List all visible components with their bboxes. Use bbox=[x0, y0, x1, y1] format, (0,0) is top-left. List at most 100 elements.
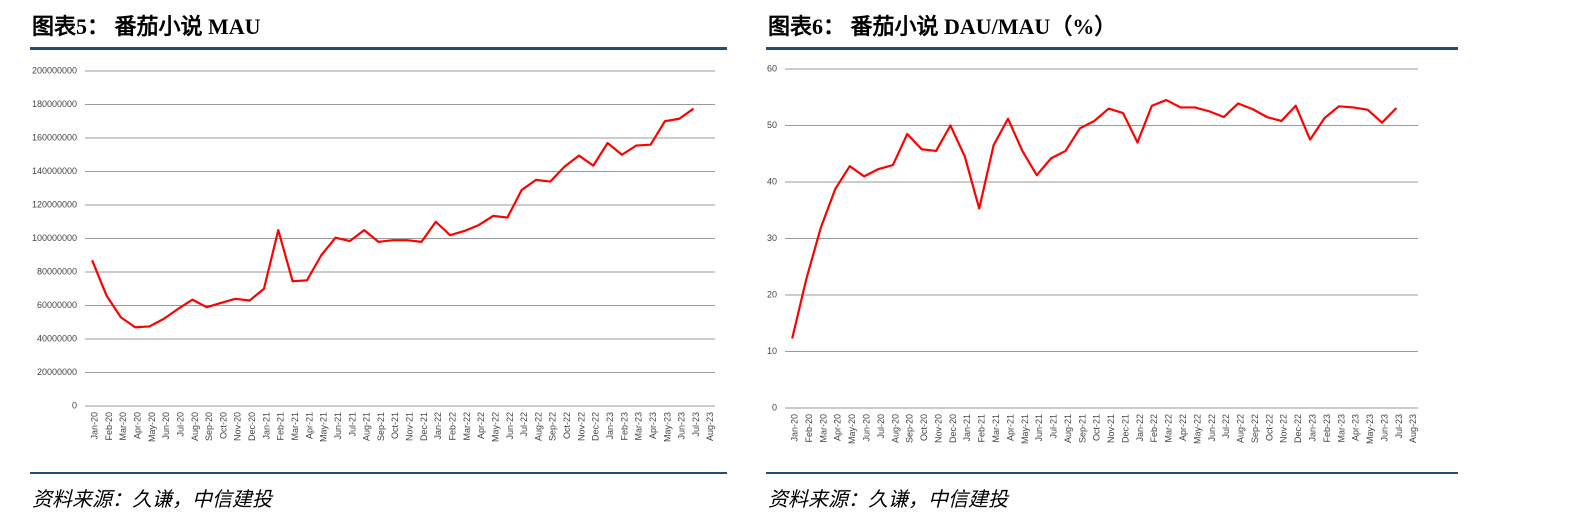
x-tick-label: Aug-21 bbox=[362, 412, 372, 441]
x-tick-label: May-22 bbox=[1192, 414, 1202, 444]
y-tick-label: 100000000 bbox=[32, 233, 77, 243]
x-tick-label: May-20 bbox=[847, 414, 857, 444]
title-rule bbox=[30, 47, 727, 50]
y-tick-label: 50 bbox=[767, 120, 777, 130]
x-tick-label: Jun-22 bbox=[1207, 414, 1217, 442]
x-tick-label: Nov-22 bbox=[1279, 414, 1289, 443]
x-tick-label: Apr-21 bbox=[304, 412, 314, 439]
x-tick-label: Jul-20 bbox=[175, 412, 185, 437]
x-tick-label: Sep-20 bbox=[905, 414, 915, 443]
x-tick-label: Jun-23 bbox=[1379, 414, 1389, 442]
x-tick-label: Jan-21 bbox=[962, 414, 972, 442]
x-tick-label: Aug-22 bbox=[533, 412, 543, 441]
x-tick-label: Feb-23 bbox=[619, 412, 629, 441]
x-tick-label: Apr-22 bbox=[1178, 414, 1188, 441]
x-tick-label: Jun-21 bbox=[1034, 414, 1044, 442]
x-tick-label: Oct-22 bbox=[562, 412, 572, 439]
source: 资料来源：久谦，中信建投 bbox=[768, 489, 1010, 511]
x-tick-label: Aug-22 bbox=[1236, 414, 1246, 443]
x-tick-label: Feb-23 bbox=[1322, 414, 1332, 443]
data-line bbox=[91, 107, 695, 329]
x-tick-label: Feb-20 bbox=[104, 412, 114, 441]
x-tick-label: Sep-22 bbox=[1250, 414, 1260, 443]
y-tick-label: 200000000 bbox=[32, 65, 77, 75]
x-tick-label: Jan-20 bbox=[790, 414, 800, 442]
y-tick-label: 160000000 bbox=[32, 132, 77, 142]
x-tick-label: May-20 bbox=[147, 412, 157, 442]
y-tick-label: 80000000 bbox=[37, 266, 77, 276]
x-tick-label: Nov-21 bbox=[405, 412, 415, 441]
x-tick-label: Mar-20 bbox=[818, 414, 828, 443]
data-line bbox=[791, 98, 1398, 339]
x-tick-label: Feb-21 bbox=[276, 412, 286, 441]
x-tick-label: Jul-23 bbox=[1394, 414, 1404, 439]
chart-title: 图表6： 番茄小说 DAU/MAU（%） bbox=[768, 14, 1116, 39]
y-tick-label: 60 bbox=[767, 63, 777, 73]
x-tick-label: Feb-21 bbox=[977, 414, 987, 443]
x-tick-label: Oct-20 bbox=[919, 414, 929, 441]
x-tick-label: Jul-21 bbox=[347, 412, 357, 437]
x-tick-label: Aug-21 bbox=[1063, 414, 1073, 443]
x-tick-label: Apr-20 bbox=[833, 414, 843, 441]
x-tick-label: Dec-20 bbox=[247, 412, 257, 441]
x-tick-label: Jul-23 bbox=[691, 412, 701, 437]
y-tick-label: 140000000 bbox=[32, 166, 77, 176]
x-tick-label: Apr-22 bbox=[476, 412, 486, 439]
title-rule bbox=[766, 47, 1458, 50]
x-tick-label: Mar-21 bbox=[991, 414, 1001, 443]
x-tick-label: May-21 bbox=[1020, 414, 1030, 444]
x-tick-label: Dec-21 bbox=[1120, 414, 1130, 443]
x-tick-label: Sep-20 bbox=[204, 412, 214, 441]
x-tick-label: Dec-20 bbox=[948, 414, 958, 443]
x-tick-label: May-22 bbox=[490, 412, 500, 442]
x-tick-label: Jun-23 bbox=[677, 412, 687, 440]
x-tick-label: Jan-21 bbox=[261, 412, 271, 440]
y-tick-label: 0 bbox=[772, 402, 777, 412]
x-tick-label: Jan-23 bbox=[1307, 414, 1317, 442]
x-tick-label: May-21 bbox=[319, 412, 329, 442]
x-tick-label: Jul-22 bbox=[519, 412, 529, 437]
y-tick-label: 180000000 bbox=[32, 99, 77, 109]
x-tick-label: Nov-22 bbox=[576, 412, 586, 441]
x-tick-label: Nov-20 bbox=[233, 412, 243, 441]
x-tick-label: Jan-22 bbox=[433, 412, 443, 440]
x-tick-label: Jan-23 bbox=[605, 412, 615, 440]
x-tick-label: Mar-23 bbox=[1336, 414, 1346, 443]
y-tick-label: 30 bbox=[767, 233, 777, 243]
x-tick-label: Sep-22 bbox=[548, 412, 558, 441]
x-tick-label: Nov-21 bbox=[1106, 414, 1116, 443]
x-tick-label: Nov-20 bbox=[933, 414, 943, 443]
x-tick-label: Feb-20 bbox=[804, 414, 814, 443]
x-tick-label: Oct-21 bbox=[390, 412, 400, 439]
x-tick-label: Feb-22 bbox=[1149, 414, 1159, 443]
source: 资料来源：久谦，中信建投 bbox=[32, 489, 274, 511]
y-tick-label: 20000000 bbox=[37, 367, 77, 377]
x-tick-label: Jul-20 bbox=[876, 414, 886, 439]
x-tick-label: Oct-22 bbox=[1264, 414, 1274, 441]
x-tick-label: Jun-21 bbox=[333, 412, 343, 440]
y-tick-label: 10 bbox=[767, 346, 777, 356]
x-tick-label: Feb-22 bbox=[447, 412, 457, 441]
x-tick-label: Aug-23 bbox=[1408, 414, 1418, 443]
y-tick-label: 20 bbox=[767, 289, 777, 299]
y-tick-label: 40 bbox=[767, 176, 777, 186]
x-tick-label: Jun-22 bbox=[505, 412, 515, 440]
x-tick-label: Jan-20 bbox=[90, 412, 100, 440]
x-tick-label: Dec-22 bbox=[1293, 414, 1303, 443]
x-tick-label: Apr-20 bbox=[132, 412, 142, 439]
x-tick-label: Apr-23 bbox=[1351, 414, 1361, 441]
x-tick-label: Jun-20 bbox=[161, 412, 171, 440]
bottom-rule bbox=[766, 472, 1458, 474]
x-tick-label: Jun-20 bbox=[862, 414, 872, 442]
x-tick-label: Mar-22 bbox=[1164, 414, 1174, 443]
x-tick-label: Jul-21 bbox=[1049, 414, 1059, 439]
x-tick-label: Aug-20 bbox=[890, 414, 900, 443]
x-tick-label: Sep-21 bbox=[376, 412, 386, 441]
y-tick-label: 120000000 bbox=[32, 199, 77, 209]
x-tick-label: Aug-23 bbox=[705, 412, 715, 441]
x-tick-label: Oct-20 bbox=[218, 412, 228, 439]
x-tick-label: Mar-20 bbox=[118, 412, 128, 441]
x-tick-label: Dec-22 bbox=[591, 412, 601, 441]
y-tick-label: 60000000 bbox=[37, 300, 77, 310]
